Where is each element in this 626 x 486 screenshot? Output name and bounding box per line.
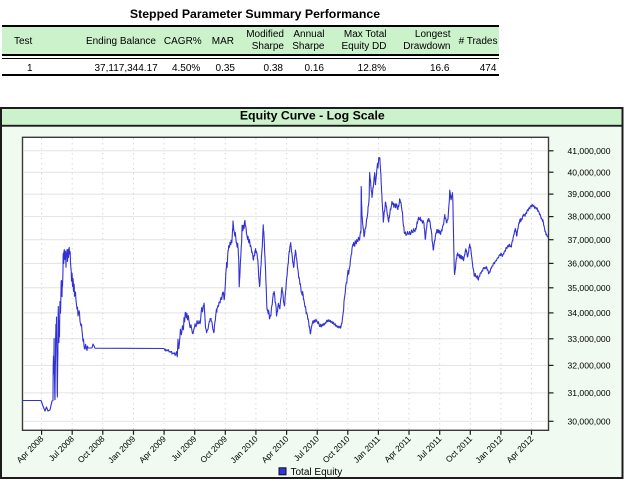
svg-text:40,000,000: 40,000,000 — [567, 167, 610, 177]
svg-text:32,000,000: 32,000,000 — [567, 361, 610, 371]
svg-text:39,000,000: 39,000,000 — [567, 189, 610, 199]
svg-text:33,000,000: 33,000,000 — [567, 334, 610, 344]
svg-text:Equity Curve - Log Scale: Equity Curve - Log Scale — [240, 109, 385, 123]
svg-text:34,000,000: 34,000,000 — [567, 308, 610, 318]
svg-text:37,000,000: 37,000,000 — [567, 235, 610, 245]
svg-text:30,000,000: 30,000,000 — [567, 416, 610, 426]
svg-text:41,000,000: 41,000,000 — [567, 146, 610, 156]
svg-text:35,000,000: 35,000,000 — [567, 283, 610, 293]
svg-text:36,000,000: 36,000,000 — [567, 259, 610, 269]
svg-text:Total Equity: Total Equity — [291, 467, 343, 478]
svg-text:38,000,000: 38,000,000 — [567, 212, 610, 222]
svg-text:31,000,000: 31,000,000 — [567, 388, 610, 398]
